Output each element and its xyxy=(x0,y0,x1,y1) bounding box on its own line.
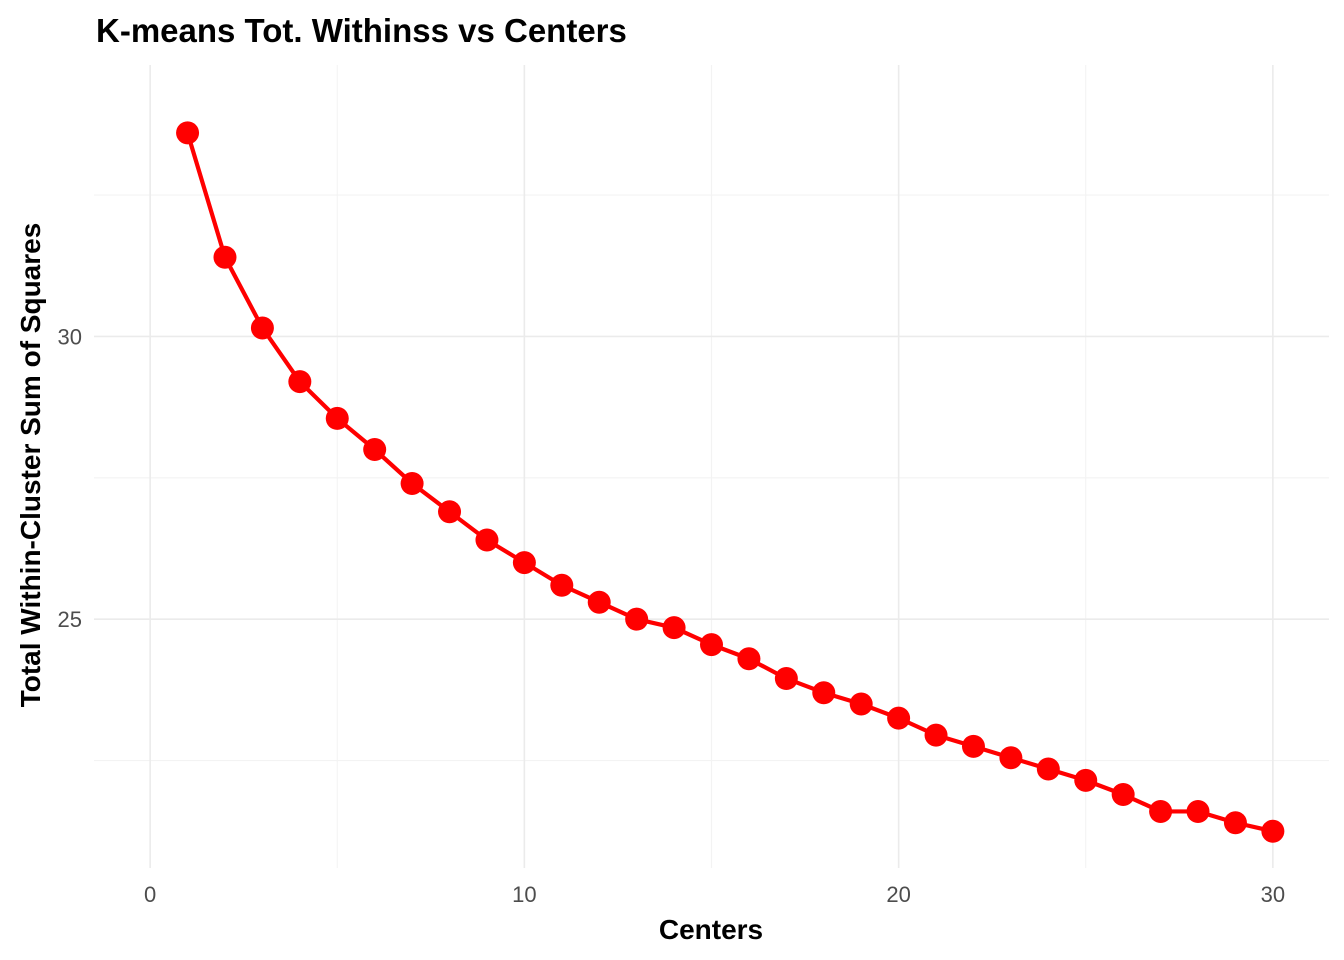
data-point xyxy=(1261,819,1285,843)
data-point xyxy=(475,528,499,552)
data-point xyxy=(550,573,574,597)
data-point xyxy=(1186,799,1210,823)
data-point xyxy=(438,500,462,524)
data-point xyxy=(176,121,200,145)
data-point xyxy=(400,471,424,495)
data-point xyxy=(288,370,312,394)
data-point xyxy=(887,706,911,730)
data-point xyxy=(849,692,873,716)
data-point xyxy=(700,633,723,657)
data-point xyxy=(662,616,686,640)
data-point xyxy=(812,681,836,705)
data-point xyxy=(1111,782,1135,806)
data-point xyxy=(363,438,387,462)
series-layer xyxy=(176,121,1285,843)
x-tick-labels: 0 10 20 30 xyxy=(144,882,1285,907)
data-point xyxy=(1036,757,1060,781)
data-point xyxy=(1074,768,1098,792)
data-point xyxy=(512,551,536,575)
data-point xyxy=(924,723,948,747)
data-point xyxy=(325,406,349,430)
data-point xyxy=(1223,811,1247,835)
data-point xyxy=(961,734,985,758)
data-point xyxy=(737,647,761,671)
major-gridlines xyxy=(94,65,1329,868)
x-tick-label: 0 xyxy=(144,882,156,907)
data-point xyxy=(774,667,798,691)
x-tick-label: 30 xyxy=(1261,882,1285,907)
data-point xyxy=(999,746,1023,770)
chart-title: K-means Tot. Withinss vs Centers xyxy=(96,12,627,49)
data-point xyxy=(587,590,611,614)
y-tick-labels: 25 30 xyxy=(58,324,82,632)
minor-gridlines xyxy=(94,65,1329,868)
x-tick-label: 10 xyxy=(512,882,536,907)
x-tick-label: 20 xyxy=(886,882,910,907)
y-tick-label: 25 xyxy=(58,607,82,632)
y-tick-label: 30 xyxy=(58,324,82,349)
y-axis-title: Total Within-Cluster Sum of Squares xyxy=(15,223,46,708)
data-point xyxy=(1149,799,1173,823)
data-point xyxy=(250,316,274,340)
data-point xyxy=(625,607,649,631)
x-axis-title: Centers xyxy=(659,914,763,945)
data-point xyxy=(213,245,237,269)
